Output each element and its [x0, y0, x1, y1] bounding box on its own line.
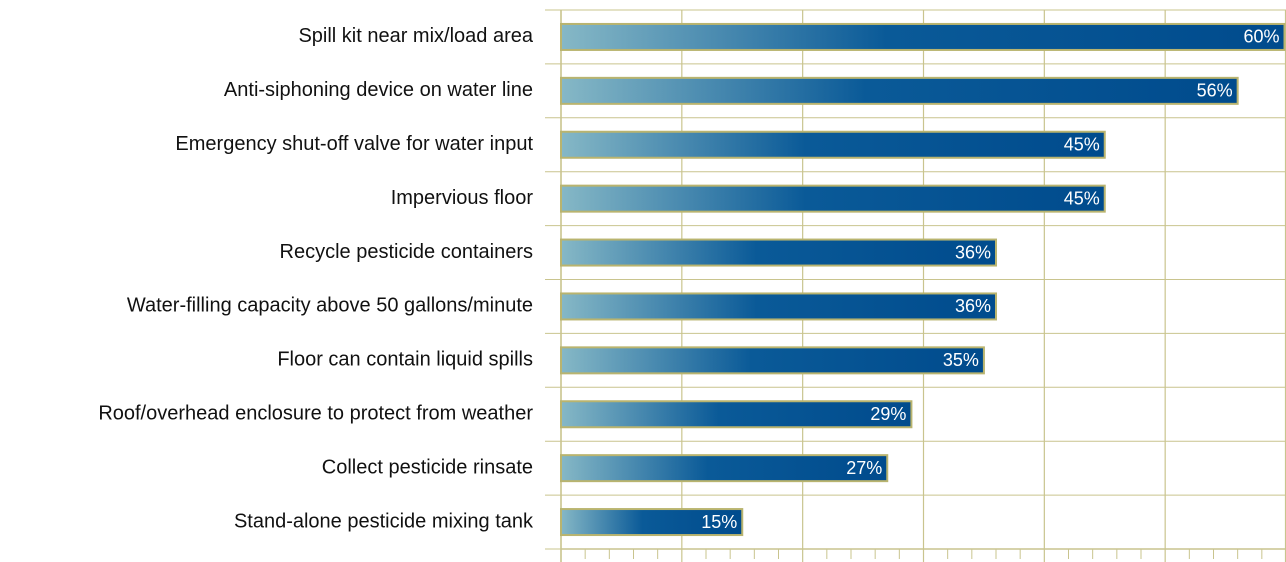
category-label: Stand-alone pesticide mixing tank — [234, 510, 534, 532]
bar — [560, 76, 1239, 105]
value-label: 36% — [955, 242, 991, 262]
value-label: 60% — [1243, 27, 1279, 47]
value-label: 15% — [701, 512, 737, 532]
value-label: 45% — [1064, 135, 1100, 155]
bar — [560, 238, 997, 267]
value-label: 45% — [1064, 188, 1100, 208]
value-label: 29% — [870, 404, 906, 424]
category-label: Spill kit near mix/load area — [298, 25, 533, 47]
bar — [560, 454, 889, 483]
bar — [560, 400, 913, 429]
category-label: Collect pesticide rinsate — [322, 456, 533, 478]
category-label: Recycle pesticide containers — [280, 241, 533, 263]
category-label: Emergency shut-off valve for water input — [175, 133, 533, 155]
bar — [560, 130, 1106, 159]
bar — [560, 346, 985, 375]
category-label: Roof/overhead enclosure to protect from … — [98, 403, 533, 425]
category-label: Anti-siphoning device on water line — [224, 79, 533, 101]
value-label: 35% — [943, 350, 979, 370]
bar — [560, 184, 1106, 213]
category-label: Impervious floor — [391, 187, 534, 209]
value-label: 36% — [955, 296, 991, 316]
bar — [560, 292, 997, 321]
category-label: Floor can contain liquid spills — [277, 349, 533, 371]
value-label: 27% — [846, 458, 882, 478]
bar — [560, 22, 1286, 51]
category-label: Water-filling capacity above 50 gallons/… — [127, 295, 533, 317]
bar — [560, 508, 744, 537]
value-label: 56% — [1197, 81, 1233, 101]
